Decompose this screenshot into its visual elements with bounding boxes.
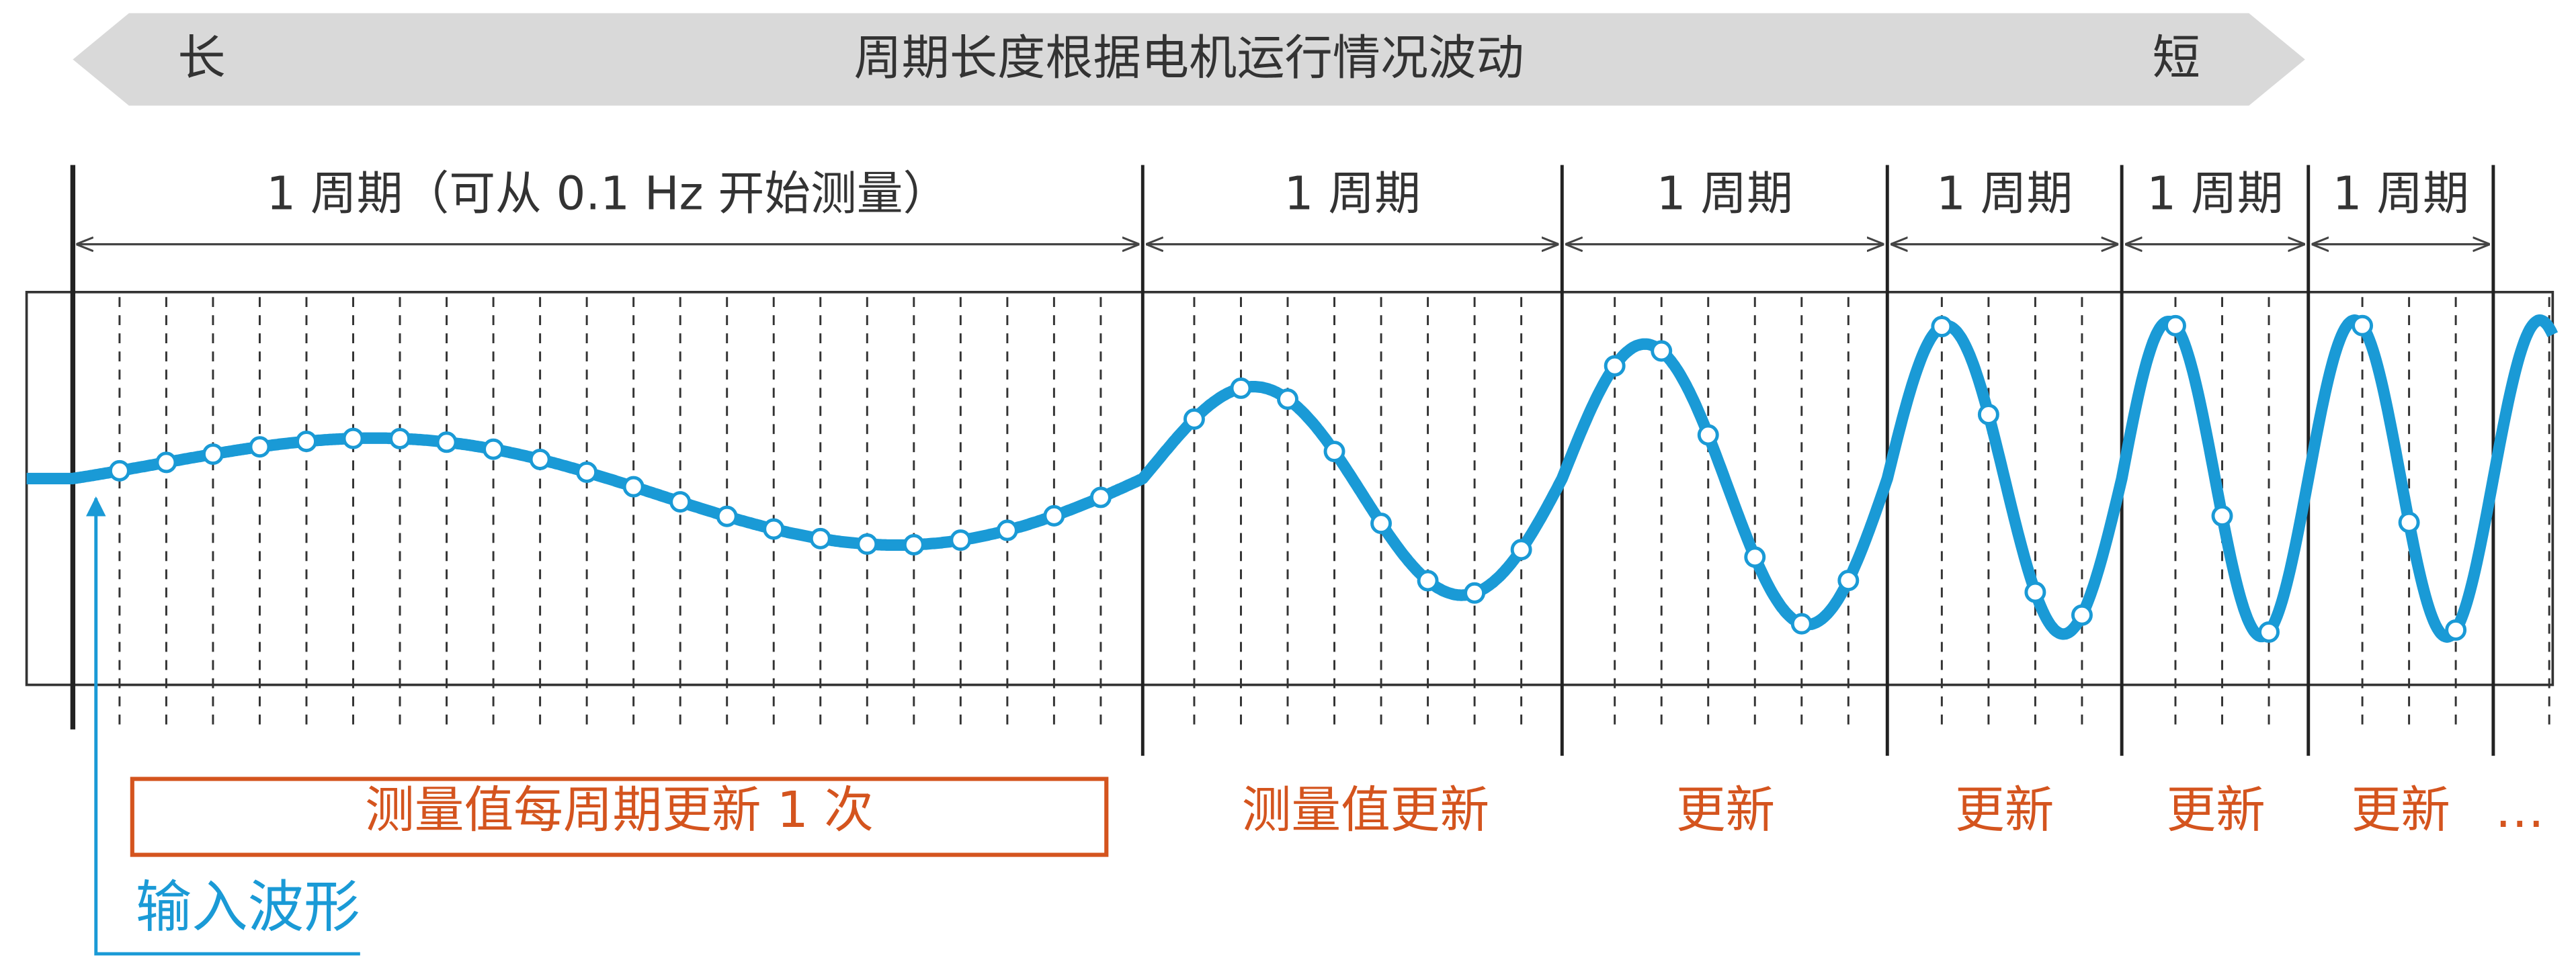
short-label: 短 (2153, 30, 2200, 85)
sample-point (1089, 486, 1112, 509)
sample-point (1744, 546, 1766, 568)
period-label: 1 周期 (1284, 167, 1421, 220)
sample-point (1464, 582, 1486, 604)
sample-point (856, 533, 878, 555)
sample-point (903, 533, 925, 556)
period-label: 1 周期 (2147, 167, 2283, 220)
sample-point (1790, 613, 1813, 635)
sample-point (296, 431, 317, 453)
period-label: 1 周期 (1657, 167, 1793, 220)
sample-point (2445, 619, 2467, 641)
waveform (22, 314, 2559, 643)
sample-point (1977, 404, 1999, 426)
sample-point (1931, 316, 1953, 338)
sample-point (1277, 388, 1298, 410)
sample-point (1230, 377, 1252, 399)
sample-point (389, 427, 411, 449)
sample-point (1043, 504, 1065, 527)
sample-point (2024, 581, 2046, 603)
sample-point (2258, 621, 2280, 643)
sample-point (155, 451, 177, 474)
sample-point (483, 438, 505, 460)
sample-point (763, 518, 785, 540)
period-label: 1 周期（可从 0.1 Hz 开始测量） (266, 167, 949, 220)
update-label: 更新 (2352, 782, 2450, 839)
update-box (130, 777, 1109, 857)
waveform-box (25, 290, 2554, 687)
period-label: 1 周期 (1936, 167, 2073, 220)
update-label: 测量值更新 (1242, 782, 1489, 839)
sample-point (2398, 511, 2420, 533)
sample-point (1417, 570, 1439, 592)
sample-points (108, 314, 2467, 643)
sample-point (249, 436, 271, 458)
sample-point (1370, 513, 1393, 535)
sample-point (1697, 424, 1719, 446)
range-arrow (73, 13, 2305, 106)
sample-point (1651, 340, 1673, 362)
update-label: 测量值每周期更新 1 次 (365, 782, 874, 839)
sample-point (622, 476, 645, 498)
sample-point (1323, 441, 1345, 463)
sample-point (1837, 570, 1860, 592)
update-label: … (2495, 782, 2544, 839)
sample-point (2165, 314, 2186, 337)
header-title: 周期长度根据电机运行情况波动 (854, 30, 1524, 85)
update-label: 更新 (1676, 782, 1775, 839)
sample-point (996, 519, 1018, 541)
sample-point (529, 448, 551, 470)
update-label: 更新 (1955, 782, 2054, 839)
sample-point (669, 491, 692, 513)
period-label: 1 周期 (2333, 167, 2469, 220)
sample-point (809, 527, 831, 549)
sample-point (716, 505, 738, 527)
sample-point (342, 427, 364, 449)
input-pointer (86, 496, 360, 956)
sample-point (2071, 604, 2093, 626)
sample-point (2352, 314, 2374, 337)
sample-point (1604, 355, 1626, 377)
long-label: 长 (177, 30, 225, 85)
sample-point (435, 431, 458, 453)
sample-point (202, 443, 224, 466)
sample-point (576, 461, 598, 483)
sample-point (1183, 408, 1205, 430)
sample-point (108, 459, 130, 482)
sample-point (950, 529, 972, 551)
input-label: 输入波形 (136, 874, 360, 940)
sample-point (2211, 505, 2233, 527)
sample-point (1510, 539, 1532, 561)
update-label: 更新 (2166, 782, 2265, 839)
